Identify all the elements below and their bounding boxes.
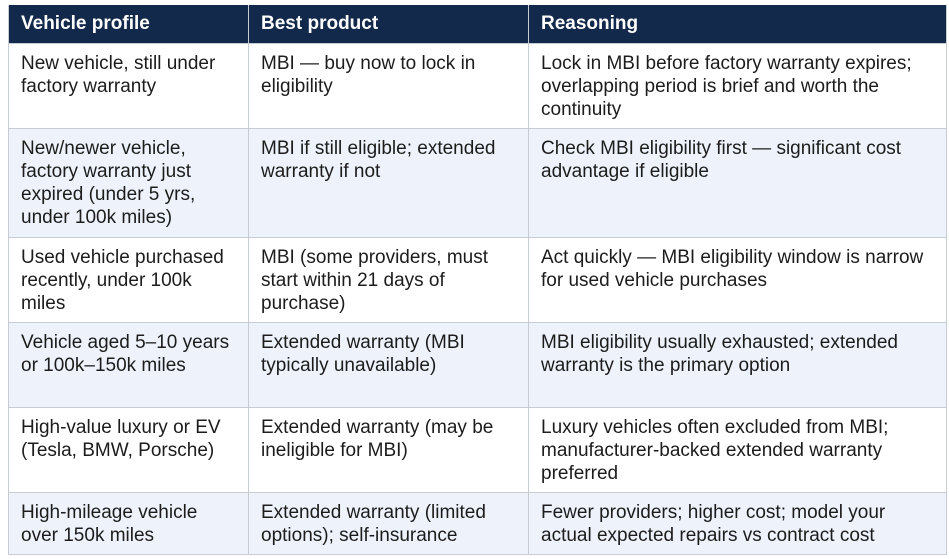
cell-reasoning: Check MBI eligibility first — significan… (528, 128, 947, 238)
cell-vehicle-profile: New/newer vehicle, factory warranty just… (8, 128, 249, 238)
cell-vehicle-profile: High-mileage vehicle over 150k miles (8, 492, 249, 555)
table-row: New vehicle, still under factory warrant… (8, 43, 947, 129)
table-row: High-value luxury or EV (Tesla, BMW, Por… (8, 407, 947, 493)
cell-vehicle-profile: Used vehicle purchased recently, under 1… (8, 237, 249, 323)
cell-reasoning: Lock in MBI before factory warranty expi… (528, 43, 947, 129)
cell-best-product: Extended warranty (limited options); sel… (248, 492, 529, 555)
cell-best-product: MBI — buy now to lock in eligibility (248, 43, 529, 129)
table-row: New/newer vehicle, factory warranty just… (8, 128, 947, 238)
cell-reasoning: Fewer providers; higher cost; model your… (528, 492, 947, 555)
cell-best-product: MBI (some providers, must start within 2… (248, 237, 529, 323)
table-body: New vehicle, still under factory warrant… (8, 43, 947, 555)
header-reasoning: Reasoning (528, 5, 947, 44)
cell-best-product: MBI if still eligible; extended warranty… (248, 128, 529, 238)
cell-best-product: Extended warranty (MBI typically unavail… (248, 322, 529, 408)
cell-reasoning: MBI eligibility usually exhausted; exten… (528, 322, 947, 408)
cell-vehicle-profile: Vehicle aged 5–10 years or 100k–150k mil… (8, 322, 249, 408)
cell-vehicle-profile: New vehicle, still under factory warrant… (8, 43, 249, 129)
table-row: Vehicle aged 5–10 years or 100k–150k mil… (8, 322, 947, 408)
table-row: High-mileage vehicle over 150k miles Ext… (8, 492, 947, 555)
table-row: Used vehicle purchased recently, under 1… (8, 237, 947, 323)
cell-reasoning: Luxury vehicles often excluded from MBI;… (528, 407, 947, 493)
cell-reasoning: Act quickly — MBI eligibility window is … (528, 237, 947, 323)
cell-vehicle-profile: High-value luxury or EV (Tesla, BMW, Por… (8, 407, 249, 493)
header-row: Vehicle profile Best product Reasoning (8, 5, 947, 44)
cell-best-product: Extended warranty (may be ineligible for… (248, 407, 529, 493)
header-vehicle-profile: Vehicle profile (8, 5, 249, 44)
table-header: Vehicle profile Best product Reasoning (8, 5, 947, 44)
vehicle-product-table: Vehicle profile Best product Reasoning N… (8, 5, 947, 555)
header-best-product: Best product (248, 5, 529, 44)
